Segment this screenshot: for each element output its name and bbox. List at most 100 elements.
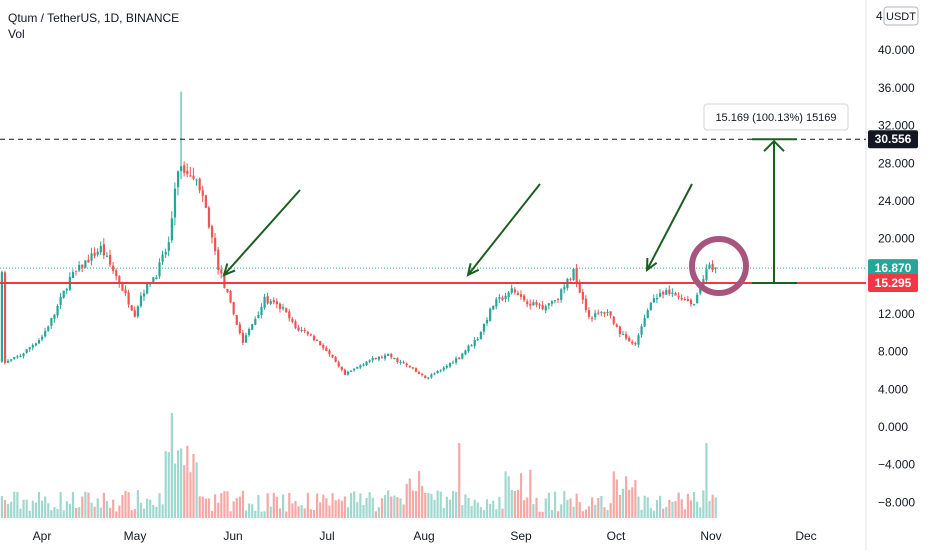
volume-bar	[445, 496, 448, 518]
candle-body	[618, 326, 622, 335]
volume-bar	[108, 507, 112, 518]
candlesticks	[0, 91, 717, 380]
candle-body	[0, 272, 4, 362]
volume-bar	[124, 490, 127, 518]
volume-bar	[705, 443, 708, 518]
candle-body	[223, 272, 226, 288]
volume-bar	[74, 507, 78, 518]
candle-body	[139, 295, 143, 306]
candle-body	[152, 277, 155, 282]
candle-body	[71, 272, 75, 278]
volume-bar	[578, 502, 581, 518]
candle-body	[316, 340, 319, 342]
candle-body	[448, 363, 452, 367]
time-tick-label: Dec	[795, 529, 816, 543]
candle-body	[383, 355, 387, 359]
volume-bar	[266, 493, 269, 518]
candle-body	[692, 303, 696, 305]
candle-body	[519, 294, 523, 297]
current-price-badge-bg	[868, 259, 918, 278]
candle-body	[180, 166, 183, 172]
candle-body	[288, 311, 291, 319]
candle-body	[501, 297, 504, 300]
candle-body	[28, 347, 31, 350]
volume-bar	[68, 503, 72, 518]
volume-bar	[319, 502, 322, 518]
candle-body	[683, 299, 686, 301]
candle-body	[78, 264, 81, 271]
volume-bar	[581, 511, 584, 518]
volume-bar	[241, 490, 245, 518]
volume-bar	[251, 504, 254, 518]
candle-body	[696, 294, 699, 304]
candle-body	[41, 336, 44, 340]
time-tick-label: Aug	[413, 529, 434, 543]
volume-bar	[516, 489, 520, 518]
volume-bar	[90, 502, 93, 518]
candle-body	[393, 357, 396, 359]
candle-body	[356, 366, 359, 369]
candle-body	[124, 289, 127, 294]
candle-body	[433, 373, 436, 375]
volume-bar	[183, 465, 186, 518]
volume-bar	[65, 501, 68, 518]
candle-body	[130, 305, 133, 311]
volume-bar	[316, 493, 319, 518]
time-tick-label: Sep	[510, 529, 532, 543]
volume-bar	[223, 491, 226, 518]
volume-indicator-label: Vol	[8, 27, 25, 41]
candle-body	[553, 300, 557, 302]
candle-body	[631, 341, 634, 344]
volume-bar	[53, 507, 56, 518]
volume-bar	[371, 497, 374, 518]
volume-bar	[328, 505, 331, 518]
candle-body	[87, 259, 90, 263]
volume-bar	[155, 506, 158, 518]
volume-bar	[659, 495, 662, 518]
volume-bar	[7, 503, 10, 518]
candle-body	[34, 343, 38, 346]
candle-body	[62, 290, 65, 298]
candle-body	[489, 308, 492, 321]
volume-bar	[37, 492, 41, 518]
candle-body	[390, 354, 393, 358]
volume-bar	[47, 503, 50, 518]
currency-prefix: 4	[876, 9, 883, 23]
candle-body	[575, 267, 578, 284]
candle-body	[142, 293, 146, 297]
candle-body	[297, 327, 300, 331]
volume-bar	[272, 492, 275, 518]
candle-body	[189, 175, 192, 177]
candle-body	[439, 369, 442, 371]
volume-bar	[232, 501, 235, 518]
volume-bar	[696, 501, 699, 518]
candle-body	[455, 358, 458, 363]
volume-bar	[439, 491, 442, 518]
candle-body	[47, 326, 50, 331]
volume-bar	[306, 492, 309, 518]
candle-body	[609, 311, 612, 316]
candle-body	[421, 373, 424, 376]
candle-body	[485, 319, 489, 324]
volume-bar	[19, 508, 22, 518]
volume-bar	[594, 504, 597, 518]
volume-bar	[139, 502, 143, 518]
candle-body	[557, 299, 560, 301]
candle-body	[217, 249, 220, 271]
volume-bar	[689, 500, 693, 518]
candle-body	[652, 298, 656, 303]
volume-bar	[50, 510, 53, 518]
volume-bar	[430, 493, 433, 518]
candle-body	[192, 175, 195, 179]
candle-body	[405, 363, 408, 366]
price-tick-label: 32.000	[878, 119, 915, 133]
candle-body	[399, 361, 402, 363]
volume-bar	[62, 510, 65, 518]
volume-bar	[99, 507, 102, 518]
volume-bar	[563, 490, 566, 518]
volume-bar	[674, 501, 677, 518]
volume-bar	[402, 504, 405, 518]
volume-bar	[479, 507, 482, 518]
